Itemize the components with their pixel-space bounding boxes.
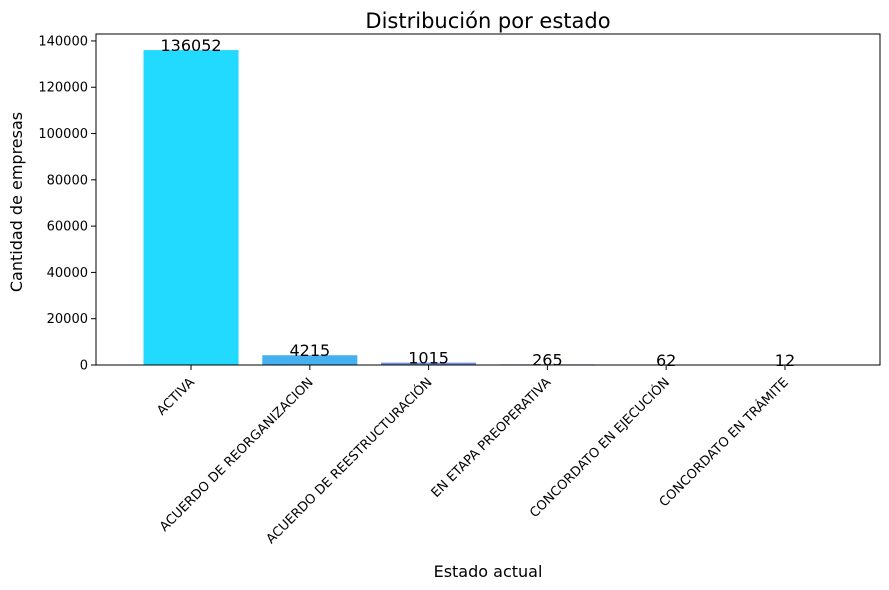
y-axis: 0 20000 40000 60000 80000 100000 120000 140000: [38, 34, 96, 374]
x-tick-label-5: CONCORDATO EN EJECUCIÓN: [527, 375, 673, 521]
bar-1: [143, 50, 239, 366]
x-tick-label-6: CONCORDATO EN TRÁMITE: [656, 375, 792, 511]
x-tick-label-1: ACTIVA: [154, 375, 198, 419]
bar-value-label-2: 4215: [289, 341, 330, 360]
x-tick-label-4: EN ETAPA PREOPERATIVA: [429, 375, 555, 501]
bar-3: [381, 362, 477, 365]
bar-value-label-3: 1015: [408, 349, 449, 368]
bars-group: [143, 50, 833, 366]
y-tick-label-8: 140000: [38, 34, 88, 49]
y-tick-label-4: 60000: [47, 220, 88, 235]
y-tick-label-7: 120000: [38, 81, 88, 96]
y-tick-label-5: 80000: [47, 173, 88, 188]
y-tick-label-1: 0: [80, 359, 88, 374]
y-tick-label-2: 20000: [47, 312, 88, 327]
bar-2: [262, 355, 358, 365]
plot-frame: [95, 33, 881, 366]
x-axis-label: Estado actual: [434, 562, 543, 581]
bar-value-label-1: 136052: [160, 36, 221, 55]
y-axis-label: Cantidad de empresas: [7, 112, 26, 292]
y-tick-label-3: 40000: [47, 266, 88, 281]
y-tick-label-6: 100000: [38, 127, 88, 142]
chart-title: Distribución por estado: [365, 9, 610, 33]
